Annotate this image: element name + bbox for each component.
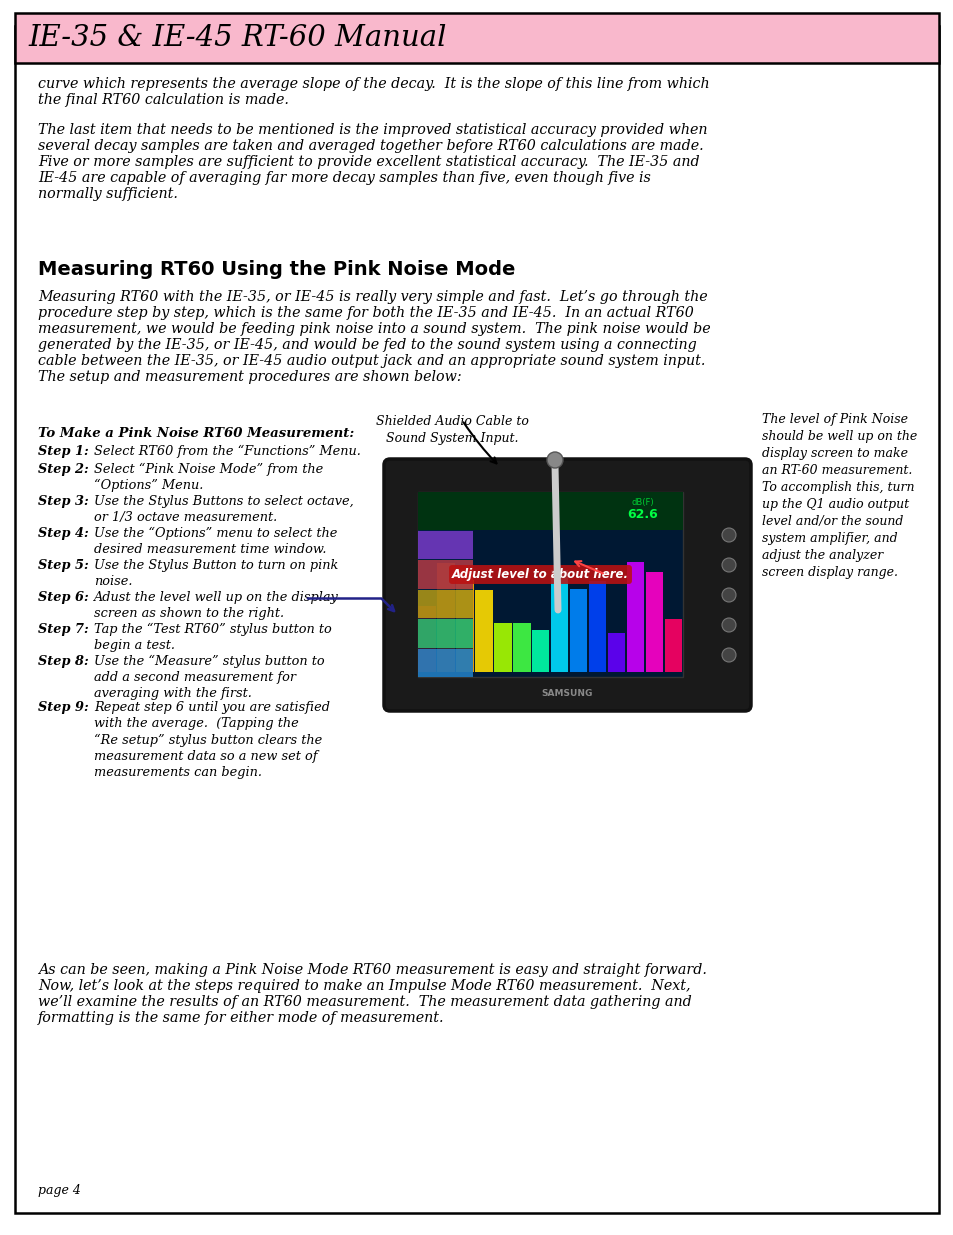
- Text: Five or more samples are sufficient to provide excellent statistical accuracy.  : Five or more samples are sufficient to p…: [38, 156, 699, 169]
- Bar: [588, 582, 606, 672]
- Bar: [551, 569, 568, 672]
- Text: Use the “Measure” stylus button to
add a second measurement for
averaging with t: Use the “Measure” stylus button to add a…: [94, 655, 324, 700]
- Text: Now, let’s look at the steps required to make an Impulse Mode RT60 measurement. : Now, let’s look at the steps required to…: [38, 979, 690, 993]
- Bar: [417, 619, 473, 647]
- Bar: [15, 14, 938, 63]
- Bar: [417, 648, 473, 677]
- Circle shape: [721, 558, 735, 572]
- Bar: [475, 589, 492, 672]
- Text: Use the Stylus Button to turn on pink
noise.: Use the Stylus Button to turn on pink no…: [94, 558, 338, 588]
- Bar: [417, 492, 682, 677]
- Text: Select RT60 from the “Functions” Menu.: Select RT60 from the “Functions” Menu.: [94, 445, 360, 458]
- Text: Tap the “Test RT60” stylus button to
begin a test.: Tap the “Test RT60” stylus button to beg…: [94, 622, 332, 652]
- Circle shape: [721, 648, 735, 662]
- Text: Step 2:: Step 2:: [38, 462, 89, 475]
- Bar: [437, 563, 455, 672]
- Text: The level of Pink Noise
should be well up on the
display screen to make
an RT-60: The level of Pink Noise should be well u…: [761, 412, 916, 579]
- Text: Adjust level to about here.: Adjust level to about here.: [452, 568, 628, 580]
- Text: Repeat step 6 until you are satisfied
with the average.  (Tapping the
“Re setup”: Repeat step 6 until you are satisfied wi…: [94, 701, 330, 779]
- Text: Step 1:: Step 1:: [38, 445, 89, 458]
- Text: Select “Pink Noise Mode” from the
“Options” Menu.: Select “Pink Noise Mode” from the “Optio…: [94, 462, 323, 493]
- Circle shape: [546, 452, 562, 468]
- Circle shape: [721, 588, 735, 601]
- Text: Adust the level well up on the display
screen as shown to the right.: Adust the level well up on the display s…: [94, 590, 338, 620]
- Text: generated by the IE-35, or IE-45, and would be fed to the sound system using a c: generated by the IE-35, or IE-45, and wo…: [38, 338, 696, 352]
- Text: To Make a Pink Noise RT60 Measurement:: To Make a Pink Noise RT60 Measurement:: [38, 427, 354, 440]
- Bar: [532, 630, 549, 672]
- Bar: [417, 531, 473, 559]
- Text: procedure step by step, which is the same for both the IE-35 and IE-45.  In an a: procedure step by step, which is the sam…: [38, 306, 693, 320]
- Bar: [418, 606, 436, 672]
- Text: cable between the IE-35, or IE-45 audio output jack and an appropriate sound sys: cable between the IE-35, or IE-45 audio …: [38, 354, 704, 368]
- Text: measurement, we would be feeding pink noise into a sound system.  The pink noise: measurement, we would be feeding pink no…: [38, 322, 710, 336]
- Bar: [417, 530, 473, 677]
- Text: dB(F): dB(F): [631, 498, 654, 506]
- Text: Measuring RT60 with the IE-35, or IE-45 is really very simple and fast.  Let’s g: Measuring RT60 with the IE-35, or IE-45 …: [38, 290, 707, 304]
- Bar: [417, 590, 473, 619]
- Text: As can be seen, making a Pink Noise Mode RT60 measurement is easy and straight f: As can be seen, making a Pink Noise Mode…: [38, 963, 706, 977]
- Text: curve which represents the average slope of the decay.  It is the slope of this : curve which represents the average slope…: [38, 77, 709, 91]
- Bar: [456, 579, 474, 672]
- Bar: [417, 492, 682, 530]
- Text: Step 6:: Step 6:: [38, 590, 89, 604]
- Bar: [513, 622, 530, 672]
- Text: Step 8:: Step 8:: [38, 655, 89, 667]
- Bar: [417, 561, 473, 589]
- Text: Step 5:: Step 5:: [38, 558, 89, 572]
- Text: several decay samples are taken and averaged together before RT60 calculations a: several decay samples are taken and aver…: [38, 140, 703, 153]
- Circle shape: [721, 529, 735, 542]
- Text: Shielded Audio Cable to
Sound System Input.: Shielded Audio Cable to Sound System Inp…: [375, 415, 528, 445]
- Bar: [645, 572, 662, 672]
- Text: Use the Stylus Buttons to select octave,
or 1/3 octave measurement.: Use the Stylus Buttons to select octave,…: [94, 494, 354, 524]
- Text: Step 7:: Step 7:: [38, 622, 89, 636]
- Text: Use the “Options” menu to select the
desired measurement time window.: Use the “Options” menu to select the des…: [94, 526, 337, 556]
- Bar: [664, 619, 681, 672]
- Text: Measuring RT60 Using the Pink Noise Mode: Measuring RT60 Using the Pink Noise Mode: [38, 261, 515, 279]
- Bar: [569, 589, 587, 672]
- Text: we’ll examine the results of an RT60 measurement.  The measurement data gatherin: we’ll examine the results of an RT60 mea…: [38, 995, 691, 1009]
- Text: Step 9:: Step 9:: [38, 701, 89, 714]
- Bar: [494, 622, 511, 672]
- Text: formatting is the same for either mode of measurement.: formatting is the same for either mode o…: [38, 1011, 444, 1025]
- Text: the final RT60 calculation is made.: the final RT60 calculation is made.: [38, 93, 289, 107]
- Bar: [626, 562, 643, 672]
- Text: page 4: page 4: [38, 1184, 81, 1197]
- Text: Step 4:: Step 4:: [38, 526, 89, 540]
- Text: The last item that needs to be mentioned is the improved statistical accuracy pr: The last item that needs to be mentioned…: [38, 124, 707, 137]
- Text: 62.6: 62.6: [627, 508, 658, 520]
- Text: Step 3:: Step 3:: [38, 494, 89, 508]
- FancyBboxPatch shape: [384, 459, 750, 711]
- Circle shape: [721, 618, 735, 632]
- Text: SAMSUNG: SAMSUNG: [541, 688, 593, 698]
- Text: IE-35 & IE-45 RT-60 Manual: IE-35 & IE-45 RT-60 Manual: [28, 23, 446, 52]
- Text: IE-45 are capable of averaging far more decay samples than five, even though fiv: IE-45 are capable of averaging far more …: [38, 170, 650, 185]
- Bar: [607, 634, 624, 672]
- Text: normally sufficient.: normally sufficient.: [38, 186, 177, 201]
- Text: The setup and measurement procedures are shown below:: The setup and measurement procedures are…: [38, 370, 461, 384]
